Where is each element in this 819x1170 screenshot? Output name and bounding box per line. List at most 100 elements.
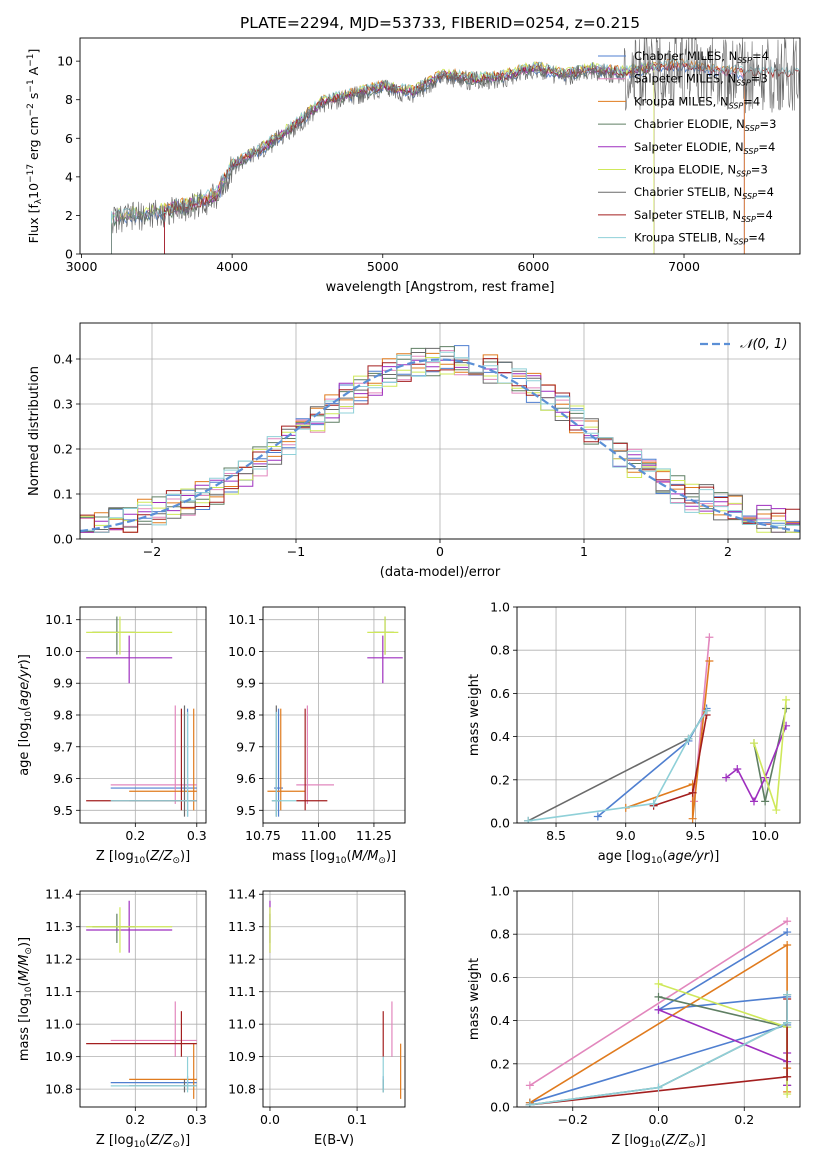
x-tick-label: 10.0 (751, 828, 779, 843)
legend-label: Kroupa STELIB, NSSP=4 (634, 231, 765, 247)
weight-line (625, 660, 711, 819)
label-part: ( (17, 706, 32, 711)
axes-frame (262, 606, 406, 824)
plot-area (86, 900, 197, 1099)
plot-area (267, 616, 403, 817)
y-tick-label: 9.9 (53, 676, 73, 691)
weight-line (529, 994, 788, 1106)
weight-marker (783, 1072, 792, 1081)
label-part: 4 (753, 94, 760, 108)
label-part: Z/Z (665, 1133, 689, 1148)
axes-frame (79, 606, 207, 824)
weight-marker (783, 1090, 792, 1099)
y-tick-label: 9.5 (53, 803, 73, 818)
y-tick-label: 10.8 (45, 1082, 73, 1097)
label-part: −1 (26, 54, 36, 67)
label-part: Kroupa STELIB (634, 231, 718, 245)
label-part: Z/Z (149, 849, 173, 864)
x-tick-label: 11.25 (356, 828, 392, 843)
x-tick-label: 7000 (668, 259, 700, 274)
label-part: s (26, 93, 41, 104)
histogram-step (80, 351, 800, 539)
y-tick-label: 10.0 (228, 644, 256, 659)
label-part: 10 (24, 986, 34, 998)
label-part: SSP (741, 215, 756, 224)
weight-marker (702, 706, 711, 715)
plot-area (86, 616, 197, 817)
label-part: SSP (737, 56, 752, 65)
label-part: = (758, 140, 768, 154)
legend-label: Kroupa ELODIE, NSSP=3 (634, 163, 768, 179)
label-part: age [log (17, 723, 32, 776)
label-part: ⊙ (24, 947, 34, 955)
y-tick-label: 10.9 (228, 1049, 256, 1064)
legend-label: 𝒩(0, 1) (740, 337, 787, 352)
y-tick-label: 9.7 (236, 739, 256, 754)
label-part: mass [log (272, 849, 335, 864)
panel-spectrum: 3000 4000 5000 6000 7000 0 2 4 6 8 10 wavelength [A… (26, 37, 801, 295)
spectrum-line (111, 58, 800, 254)
x-tick-label: 6000 (517, 259, 549, 274)
x-tick-label: −2 (143, 544, 161, 559)
x-tick-label: 9.0 (616, 828, 636, 843)
axes-frame (79, 322, 801, 540)
label-part: , N (720, 163, 736, 177)
x-axis-label: (data-model)/error (380, 565, 501, 580)
plot-area (525, 917, 792, 1107)
x-tick-label: 2 (724, 544, 732, 559)
y-tick-label: 1.0 (490, 600, 510, 615)
y-tick-label: 11.2 (45, 952, 73, 967)
y-tick-label: 10 (57, 54, 73, 69)
gaussian-curve (80, 358, 800, 533)
label-part: 10 (651, 856, 663, 866)
y-tick-label: 11.1 (45, 984, 73, 999)
y-tick-label: 11.4 (228, 887, 256, 902)
y-tick-label: 0.2 (490, 1056, 510, 1071)
label-part: , N (728, 140, 744, 154)
label-part: M/M (17, 955, 32, 982)
weight-marker (761, 797, 770, 806)
weight-marker (782, 695, 791, 704)
y-tick-label: 11.0 (228, 1017, 256, 1032)
x-axis-label: E(B-V) (314, 1133, 354, 1148)
weight-marker (783, 941, 792, 949)
y-tick-label: 0.3 (53, 397, 73, 412)
label-part: Z [log (96, 849, 134, 864)
label-part: = (756, 208, 766, 222)
panel-age_vs_Z: 0.2 0.39.59.69.79.89.910.010.1Z [log10(Z/… (17, 606, 207, 866)
axes-frame (516, 890, 801, 1108)
axes-frame (516, 606, 801, 824)
y-tick-label: 0.0 (53, 532, 73, 547)
weight-line (725, 725, 787, 804)
label-part: SSP (734, 238, 749, 247)
y-tick-label: 8 (65, 92, 73, 107)
panel-age_vs_mass: 10.75 11.00 11.25 9.5 9.6 9.7 9.8 9.9 10.0 10.1 ma… (228, 606, 406, 866)
label-part: 10 (24, 711, 34, 723)
weight-line (528, 710, 708, 822)
label-part: 10 (335, 856, 347, 866)
weight-marker (525, 1081, 534, 1090)
plot-area (111, 38, 800, 254)
label-part: Z [log (611, 1133, 649, 1148)
label-part: 4 (758, 231, 765, 245)
weight-marker (772, 806, 781, 815)
weight-marker (525, 1100, 534, 1107)
x-axis-label: mass [log10(M/M⊙)] (272, 849, 396, 866)
y-tick-label: 0.0 (490, 1100, 510, 1115)
label-part: ( (662, 849, 667, 864)
label-part: Kroupa MILES (634, 94, 713, 108)
label-part: )] (180, 1133, 190, 1148)
y-tick-label: 10.0 (45, 644, 73, 659)
y-tick-label: 10.8 (228, 1082, 256, 1097)
panel-mass_weight_vs_age: 8.5 9.0 9.5 10.0 0.0 0.2 0.4 0.6 0.8 1.0 mass weig… (467, 600, 801, 866)
label-part: 10 (134, 1140, 146, 1150)
y-tick-label: 10.1 (228, 612, 256, 627)
label-part: 3 (760, 72, 767, 86)
panel-mass_vs_ebv: 0.0 0.1 10.8 10.9 11.0 11.1 11.2 11.3 11.4 E(B-V) (228, 887, 406, 1148)
label-part: Chabrier MILES (634, 49, 721, 63)
weight-marker (654, 1005, 663, 1014)
spectrum-line (163, 61, 800, 254)
label-part: , N (729, 117, 745, 131)
weight-marker (705, 633, 714, 642)
